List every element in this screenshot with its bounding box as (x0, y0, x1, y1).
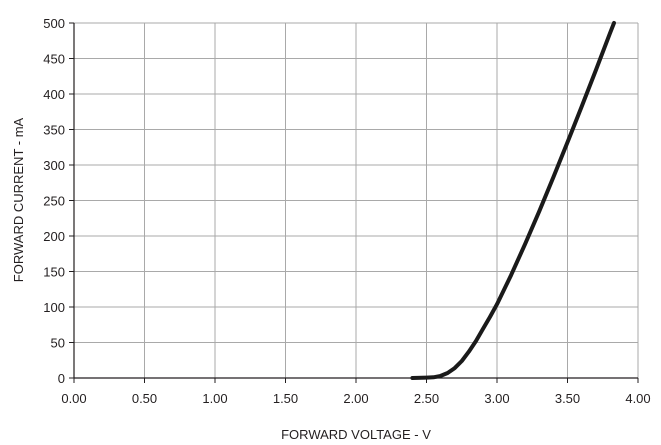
y-tick-label: 300 (43, 158, 65, 173)
y-tick-label: 500 (43, 16, 65, 31)
x-tick-label: 0.50 (132, 391, 157, 406)
x-tick-label: 3.50 (555, 391, 580, 406)
y-axis-title: FORWARD CURRENT - mA (11, 117, 26, 282)
y-tick-label: 250 (43, 194, 65, 209)
y-tick-label: 400 (43, 87, 65, 102)
y-tick-label: 200 (43, 229, 65, 244)
y-tick-label: 450 (43, 52, 65, 67)
x-tick-label: 1.00 (202, 391, 227, 406)
x-tick-label: 0.00 (61, 391, 86, 406)
y-tick-label: 0 (58, 371, 65, 386)
axes (69, 22, 639, 383)
x-tick-labels: 0.00 0.50 1.00 1.50 2.00 2.50 3.00 3.50 4.00 (61, 391, 650, 406)
x-tick-label: 2.50 (414, 391, 439, 406)
x-tick-label: 2.00 (343, 391, 368, 406)
x-tick-label: 1.50 (273, 391, 298, 406)
y-tick-label: 150 (43, 265, 65, 280)
x-tick-label: 4.00 (625, 391, 650, 406)
x-tick-label: 3.00 (484, 391, 509, 406)
x-axis-title: FORWARD VOLTAGE - V (281, 427, 431, 442)
y-tick-label: 50 (51, 336, 65, 351)
series-group (410, 21, 616, 380)
y-tick-label: 350 (43, 123, 65, 138)
y-tick-labels: 0 50 100 150 200 250 300 350 400 450 500 (43, 16, 65, 386)
y-tick-label: 100 (43, 300, 65, 315)
